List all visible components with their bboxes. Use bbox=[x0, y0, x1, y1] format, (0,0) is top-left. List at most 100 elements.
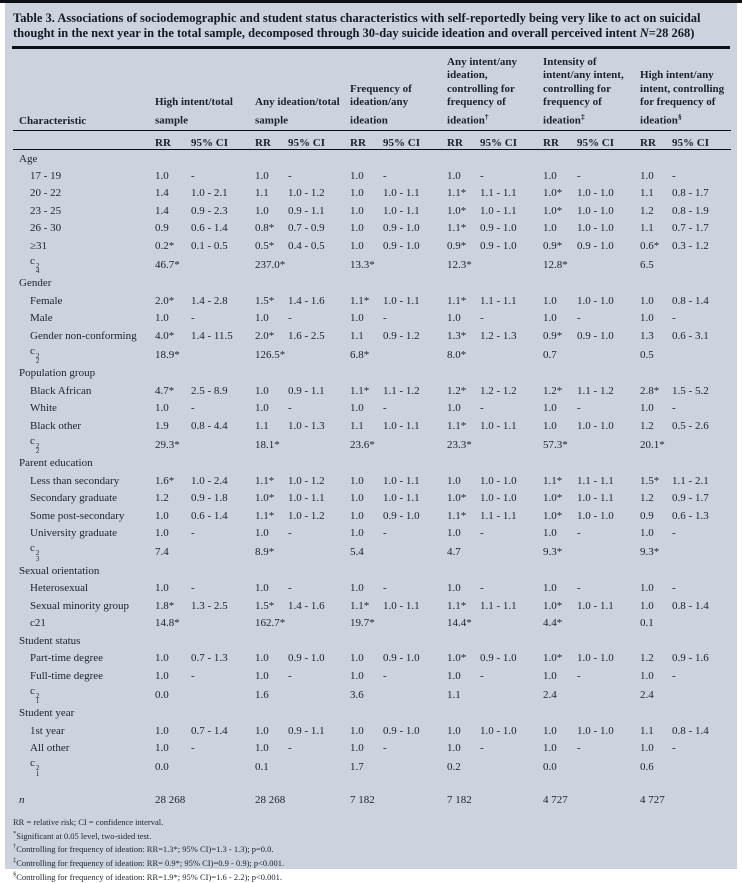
ci-value: - bbox=[383, 742, 387, 755]
spacer-cell bbox=[13, 777, 731, 791]
chi-exponent: 2 bbox=[35, 351, 40, 360]
ci-value: - bbox=[191, 742, 195, 755]
ci-value: - bbox=[383, 402, 387, 415]
section-header: Parent education bbox=[19, 457, 93, 470]
ci-value: 0.7 - 1.7 bbox=[672, 222, 709, 235]
chi-square-value: 126.5* bbox=[255, 348, 286, 361]
rr-value: 1.0 bbox=[350, 402, 364, 415]
rr-value: 1.0 bbox=[447, 474, 461, 487]
ci-value: - bbox=[672, 527, 676, 540]
sub-header-row: RR 95% CI RR 95% CI RR 95% CI RR 95% CI RR 95… bbox=[13, 130, 732, 150]
ci-value: 1.0 - 1.2 bbox=[288, 474, 325, 487]
sample-size-label: n bbox=[19, 793, 25, 806]
ci-value: - bbox=[288, 669, 292, 682]
section-header: Student status bbox=[19, 634, 81, 647]
rr-value: 1.0* bbox=[543, 204, 563, 217]
table-row: Less than secondary 1.6* 1.0 - 2.4 1.1* 1.0 … bbox=[13, 472, 731, 490]
column-group-high-intent-any-intent: High intent/any intent, controlling for … bbox=[640, 49, 731, 131]
rr-value: 1.0 bbox=[447, 312, 461, 325]
chi-square-value: 20.1* bbox=[640, 438, 665, 451]
rr-header: RR bbox=[155, 130, 191, 150]
group-label: Intensity of intent/any intent, controll… bbox=[543, 55, 624, 127]
ci-value: - bbox=[672, 582, 676, 595]
ci-value: 1.0 - 1.0 bbox=[480, 474, 517, 487]
ci-value: - bbox=[383, 169, 387, 182]
rr-value: 0.9* bbox=[447, 239, 467, 252]
title-rule bbox=[12, 46, 730, 49]
chi-square-value: 0.2 bbox=[447, 761, 461, 773]
rr-value: 0.9* bbox=[543, 329, 563, 342]
row-label: Part-time degree bbox=[30, 652, 103, 665]
row-label: Heterosexual bbox=[30, 582, 89, 595]
rr-value: 1.0* bbox=[255, 492, 275, 505]
table-row: c 2 4 46.7* 237.0* 13.3* 12.3* 12.8* 6.5 bbox=[13, 255, 731, 275]
row-label: Less than secondary bbox=[30, 474, 120, 487]
spacer-row bbox=[13, 777, 731, 791]
rr-value: 1.9 bbox=[155, 419, 169, 432]
ci-value: 0.1 - 0.5 bbox=[191, 239, 228, 252]
section-header: Age bbox=[19, 152, 38, 165]
footnote-section: §Controlling for frequency of ideation: … bbox=[13, 869, 737, 883]
ci-value: 1.0 - 2.1 bbox=[191, 187, 228, 200]
rr-value: 1.0 bbox=[543, 419, 557, 432]
table-row: 23 - 25 1.4 0.9 - 2.3 1.0 0.9 - 1.1 1.0 1.0 - … bbox=[13, 202, 731, 220]
chi-square-value: 5.4 bbox=[350, 546, 364, 558]
column-group-high-intent-total: High intent/total sample bbox=[155, 49, 255, 131]
chi-square-value: 0.1 bbox=[640, 617, 654, 630]
ci-value: 1.1 - 1.1 bbox=[480, 599, 517, 612]
ci-value: - bbox=[288, 742, 292, 755]
ci-value: - bbox=[480, 312, 484, 325]
rr-value: 1.0 bbox=[447, 724, 461, 737]
ci-value: 0.8 - 4.4 bbox=[191, 419, 228, 432]
rr-value: 1.0 bbox=[543, 402, 557, 415]
ci-value: 1.1 - 2.1 bbox=[672, 474, 709, 487]
group-label: High intent/any intent, controlling for … bbox=[640, 69, 725, 127]
section-header: Gender bbox=[19, 277, 52, 290]
rr-value: 1.0 bbox=[155, 669, 169, 682]
ci-value: 0.9 - 1.1 bbox=[288, 724, 325, 737]
ci-value: 1.0 - 1.1 bbox=[577, 599, 614, 612]
chi-square-value: 3.6 bbox=[350, 688, 364, 701]
chi-square-value: 0.1 bbox=[255, 761, 269, 773]
ci-value: 1.0 - 1.1 bbox=[383, 599, 420, 612]
table-row: Male 1.0 - 1.0 - 1.0 - 1.0 - 1.0 - 1.0 - bbox=[13, 310, 731, 328]
table-row: Secondary graduate 1.2 0.9 - 1.8 1.0* 1.0 - … bbox=[13, 490, 731, 508]
rr-value: 1.0 bbox=[447, 169, 461, 182]
rr-value: 1.0 bbox=[350, 582, 364, 595]
rr-value: 1.0 bbox=[255, 169, 269, 182]
ci-value: - bbox=[672, 669, 676, 682]
rr-value: 1.0 bbox=[447, 742, 461, 755]
ci-value: - bbox=[288, 527, 292, 540]
ci-value: 1.5 - 5.2 bbox=[672, 384, 709, 397]
table-row: Heterosexual 1.0 - 1.0 - 1.0 - 1.0 - 1.0 - 1.0 - bbox=[13, 580, 731, 598]
rr-value: 0.9 bbox=[640, 509, 654, 522]
rr-value: 1.1* bbox=[447, 294, 467, 307]
chi-square-value: 2.4 bbox=[543, 688, 557, 701]
rr-value: 1.0 bbox=[447, 669, 461, 682]
rr-value: 0.6* bbox=[640, 239, 660, 252]
rr-value: 1.0 bbox=[155, 312, 169, 325]
table-title-sample-n: N bbox=[639, 26, 649, 40]
table-row: Gender non-conforming 4.0* 1.4 - 11.5 2.0* 1… bbox=[13, 327, 731, 345]
chi-square-value: 9.3* bbox=[543, 546, 563, 558]
section-header: Sexual orientation bbox=[19, 564, 100, 577]
rr-value: 1.6* bbox=[155, 474, 175, 487]
footnote-marker: † bbox=[13, 843, 17, 851]
rr-value: 1.0 bbox=[255, 204, 269, 217]
group-label: Any intent/any ideation, controlling for… bbox=[447, 55, 518, 127]
ci-value: 0.9 - 1.0 bbox=[577, 239, 614, 252]
group-label: Frequency of ideation/any ideation bbox=[350, 82, 412, 127]
rr-value: 1.2 bbox=[640, 492, 654, 505]
rr-value: 1.0 bbox=[640, 599, 654, 612]
rr-value: 1.0 bbox=[543, 582, 557, 595]
rr-value: 1.1 bbox=[640, 724, 654, 737]
rr-header: RR bbox=[543, 130, 578, 150]
ci-value: - bbox=[191, 669, 195, 682]
rr-value: 1.0 bbox=[640, 312, 654, 325]
table-row: Full-time degree 1.0 - 1.0 - 1.0 - 1.0 - 1.0 - 1.0 - bbox=[13, 667, 731, 685]
footnote-significance: *Significant at 0.05 level, two-sided te… bbox=[13, 828, 737, 842]
chi-square-value: 4.4* bbox=[543, 617, 563, 630]
